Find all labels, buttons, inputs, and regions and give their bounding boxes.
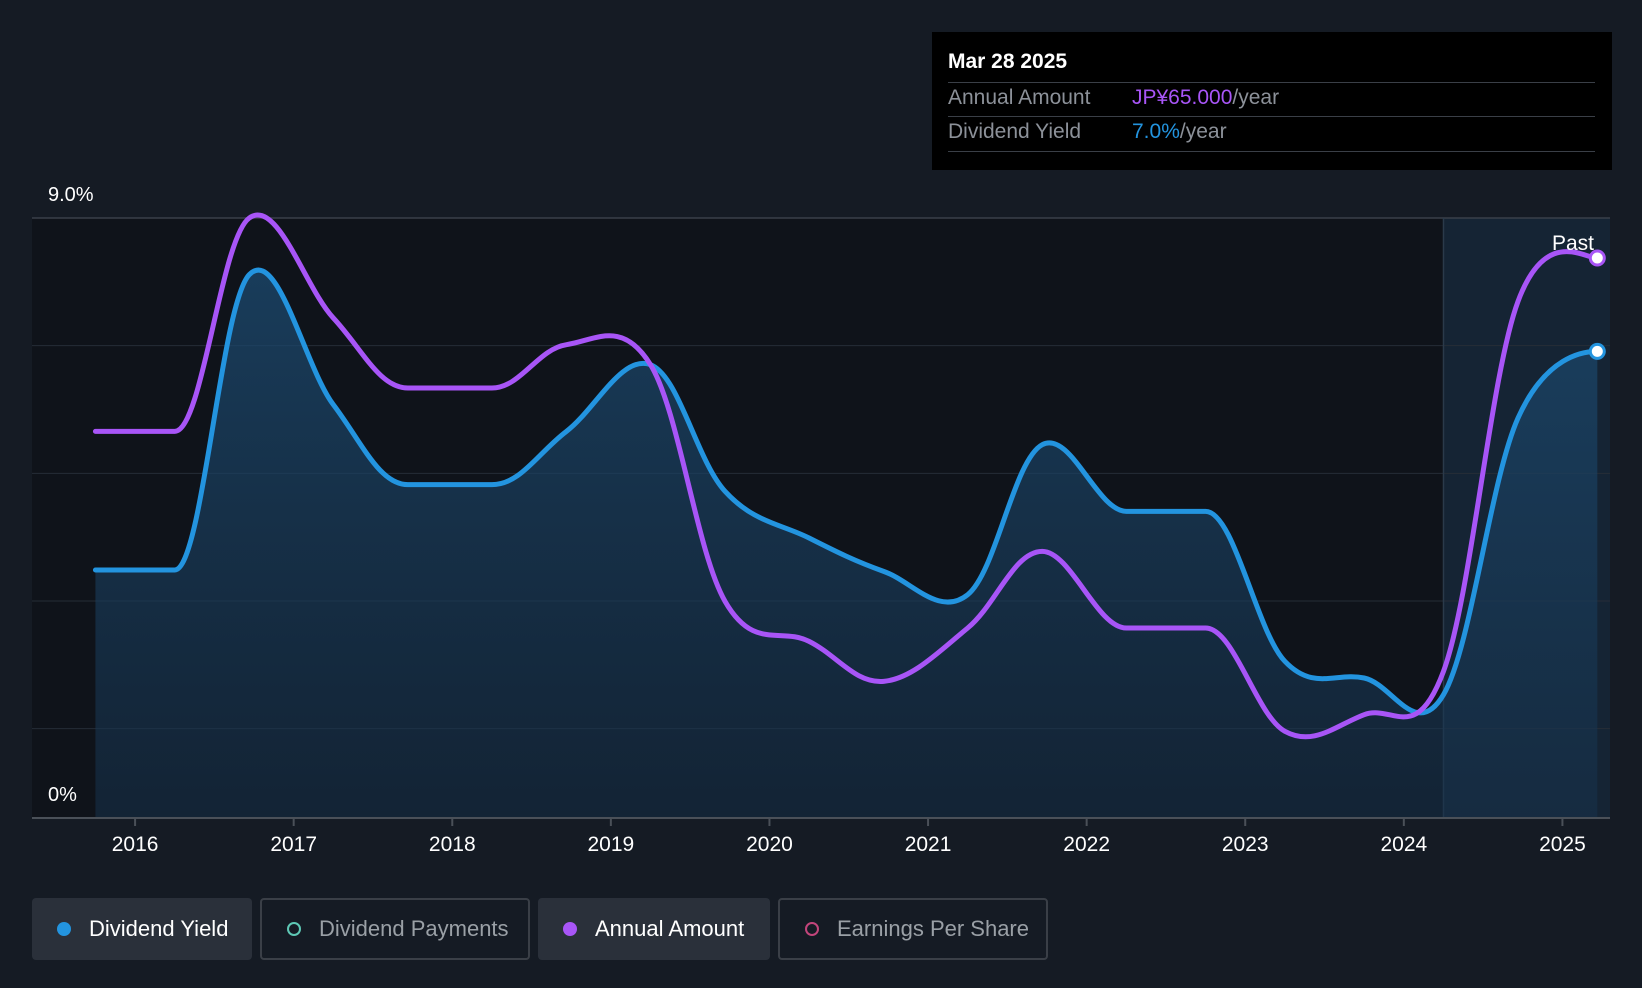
tooltip-unit: /year <box>1232 86 1280 109</box>
x-tick-label: 2021 <box>905 833 952 856</box>
x-tick-label: 2016 <box>112 833 159 856</box>
x-tick-label: 2017 <box>270 833 317 856</box>
tooltip-value: JP¥65.000 <box>1132 86 1233 109</box>
tooltip-label: Annual Amount <box>948 86 1091 109</box>
x-tick-label: 2022 <box>1063 833 1110 856</box>
tooltip-date: Mar 28 2025 <box>948 50 1068 73</box>
legend-label: Dividend Payments <box>319 916 509 941</box>
dividend-yield-line <box>92 267 1600 716</box>
past-label: Past <box>1552 232 1594 255</box>
legend-dot-icon <box>57 922 71 936</box>
x-tick-label: 2025 <box>1539 833 1586 856</box>
annual-amount-line <box>92 212 1600 740</box>
tooltip-divider <box>948 151 1595 152</box>
x-tick-label: 2019 <box>588 833 635 856</box>
tooltip-divider <box>948 82 1595 83</box>
tooltip-divider <box>948 116 1595 117</box>
legend-dividend-payments[interactable]: Dividend Payments <box>260 898 530 960</box>
dividend-yield-area <box>95 270 1598 818</box>
legend-dot-icon <box>563 922 577 936</box>
x-tick-label: 2020 <box>746 833 793 856</box>
dividend-yield-end-marker[interactable] <box>1588 342 1606 360</box>
tooltip-value: 7.0% <box>1132 120 1180 143</box>
legend-annual-amount[interactable]: Annual Amount <box>538 898 770 960</box>
tooltip-row-dividend-yield: Dividend Yield 7.0%/year <box>948 120 1227 144</box>
tooltip-label: Dividend Yield <box>948 120 1082 143</box>
legend-dividend-yield[interactable]: Dividend Yield <box>32 898 252 960</box>
x-tick-label: 2023 <box>1222 833 1269 856</box>
legend-label: Annual Amount <box>595 916 745 941</box>
legend-earnings-per-share[interactable]: Earnings Per Share <box>778 898 1048 960</box>
x-axis-ticks: 2016 2017 2018 2019 2020 2021 2022 2023 2024 2025 <box>112 818 1586 856</box>
legend-label: Dividend Yield <box>89 916 229 941</box>
legend-ring-icon <box>805 922 819 936</box>
legend-label: Earnings Per Share <box>837 916 1029 941</box>
legend-ring-icon <box>287 922 301 936</box>
annual-amount-end-marker[interactable] <box>1588 249 1606 267</box>
x-tick-label: 2018 <box>429 833 476 856</box>
tooltip: Mar 28 2025 Annual Amount JP¥65.000/year … <box>932 32 1612 170</box>
y-axis-bottom-label: 0% <box>48 784 77 806</box>
tooltip-row-annual-amount: Annual Amount JP¥65.000/year <box>948 86 1279 110</box>
tooltip-unit: /year <box>1179 120 1227 143</box>
y-axis-top-label: 9.0% <box>48 184 94 206</box>
x-tick-label: 2024 <box>1380 833 1427 856</box>
